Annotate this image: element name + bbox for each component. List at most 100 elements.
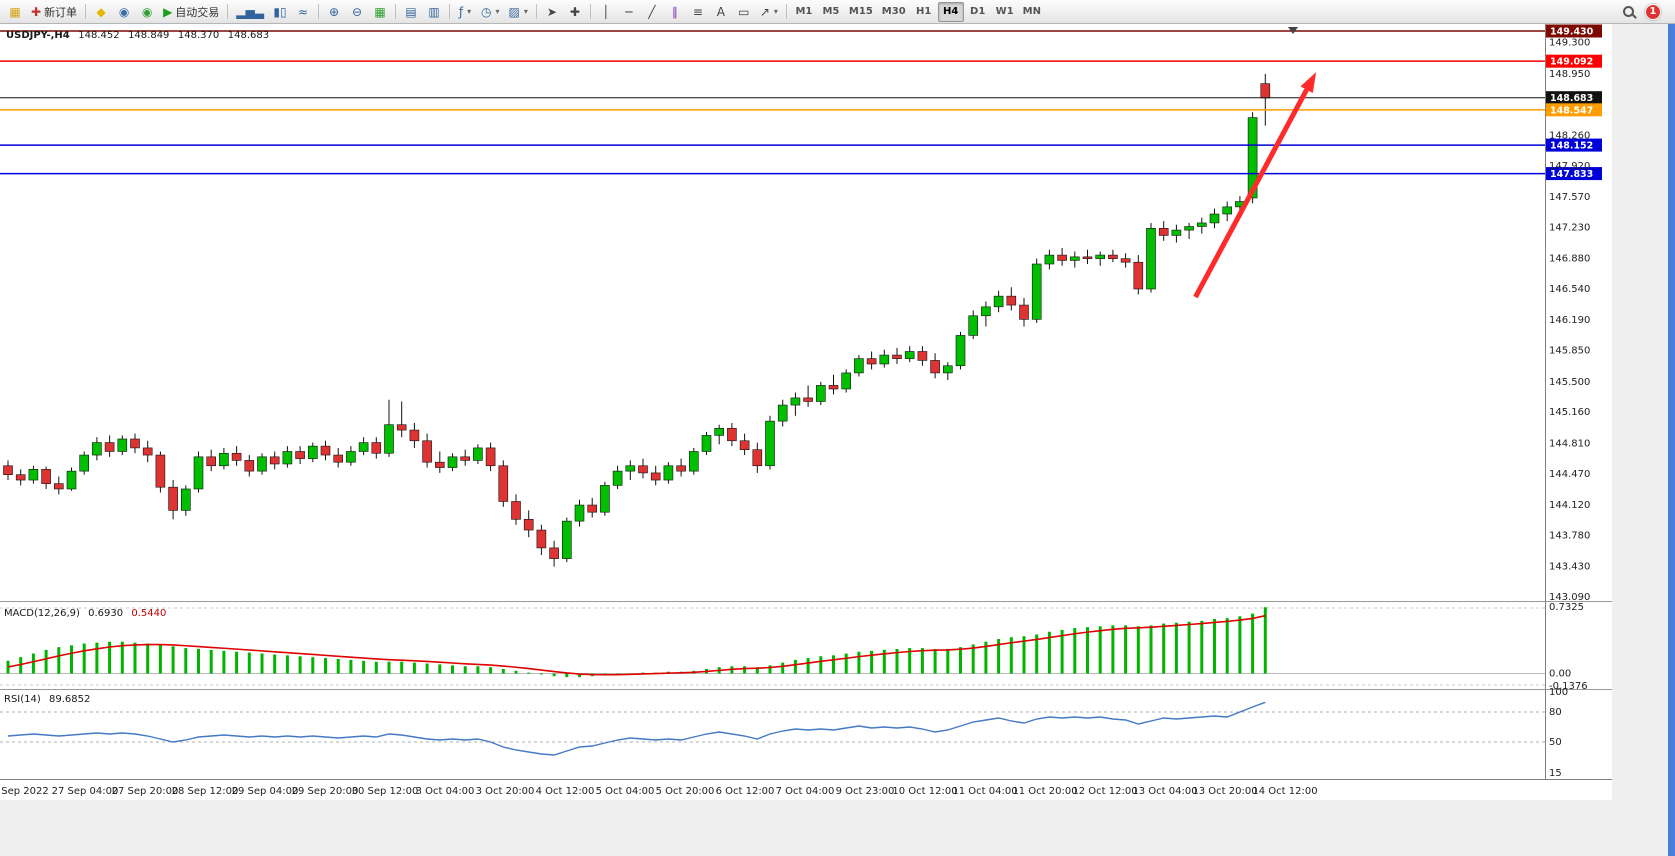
new-order-button[interactable]: ✚ 新订单 <box>27 2 81 22</box>
chart-shift-marker[interactable] <box>1288 27 1298 34</box>
svg-text:148.152: 148.152 <box>1550 141 1593 152</box>
profile-icon[interactable]: ◉ <box>113 2 135 22</box>
time-label: 5 Oct 04:00 <box>595 786 655 797</box>
timeframe-m15[interactable]: M15 <box>848 6 873 17</box>
rsi-indicator-label: RSI(14) 89.6852 <box>4 694 95 705</box>
zoom-in-icon: ⊕ <box>328 4 340 19</box>
shapes-icon[interactable]: ↗ ▾ <box>756 2 782 22</box>
window-edge-strip <box>1668 24 1675 856</box>
svg-text:147.833: 147.833 <box>1550 169 1593 180</box>
bar-chart-icon[interactable]: ▂▅▃ <box>232 2 268 22</box>
rsi-panel <box>0 701 1545 756</box>
trend-arrow[interactable] <box>1193 72 1317 299</box>
indicators-icon: ƒ <box>458 4 464 19</box>
navigator-icon[interactable]: ▥ <box>423 2 445 22</box>
cursor-icon[interactable]: ➤ <box>541 2 563 22</box>
price-axis: 149.300 148.950 148.260 147.920 147.570 147.2… <box>1549 38 1590 779</box>
templates-icon[interactable]: ▨ ▾ <box>504 2 531 22</box>
chevron-down-icon: ▾ <box>495 7 500 16</box>
low-value: 148.370 <box>177 30 220 41</box>
timeframe-m5[interactable]: M5 <box>822 6 840 17</box>
periods-icon: ◷ <box>480 4 492 19</box>
macd-panel <box>0 607 1545 686</box>
chart-window[interactable]: 149.430 149.092 148.683 148.547 148.152 147.8… <box>0 24 1675 856</box>
open-value: 148.452 <box>78 30 120 41</box>
line-chart-icon[interactable]: ≈ <box>292 2 314 22</box>
toolbar-separator <box>85 4 87 19</box>
time-label: 27 Sep 04:00 <box>51 786 119 797</box>
svg-text:144.120: 144.120 <box>1549 500 1590 511</box>
time-label: 27 Sep 20:00 <box>111 786 179 797</box>
toolbar-separator <box>394 4 396 19</box>
rsi-name: RSI(14) <box>4 694 41 705</box>
svg-text:145.500: 145.500 <box>1549 377 1590 388</box>
periods-icon[interactable]: ◷ ▾ <box>477 2 504 22</box>
text-label-icon[interactable]: ▭ <box>733 2 755 22</box>
time-label: Sep 2022 <box>1 786 49 797</box>
autotrading-button-label: 自动交易 <box>175 5 220 19</box>
horizontal-line-icon[interactable]: ─ <box>618 2 640 22</box>
crosshair-icon[interactable]: ✚ <box>564 2 586 22</box>
profile-icon: ◉ <box>118 4 130 19</box>
chevron-down-icon: ▾ <box>523 7 528 16</box>
time-label: 5 Oct 20:00 <box>655 786 715 797</box>
candles <box>3 73 1271 567</box>
channel-icon[interactable]: ∥ <box>664 2 686 22</box>
app-icon: ▦ <box>9 4 21 19</box>
timeframe-h4[interactable]: H4 <box>937 1 964 22</box>
trendline-icon: ╱ <box>648 4 656 19</box>
vertical-line-icon[interactable]: │ <box>595 2 617 22</box>
level-lines[interactable]: 149.430149.092148.683148.547148.152147.8… <box>0 24 1602 181</box>
new-order-button: ✚ <box>31 4 42 19</box>
toolbar-separator <box>227 4 229 19</box>
svg-text:0.7325: 0.7325 <box>1549 602 1584 613</box>
favorites-icon[interactable]: ◆ <box>90 2 112 22</box>
svg-text:148.683: 148.683 <box>1550 93 1593 104</box>
time-label: 11 Oct 20:00 <box>1012 786 1078 797</box>
svg-text:148.260: 148.260 <box>1549 130 1590 141</box>
svg-text:144.470: 144.470 <box>1549 469 1590 480</box>
time-label: 10 Oct 12:00 <box>892 786 958 797</box>
price-chart-canvas[interactable]: 149.430149.092148.683148.547148.152147.8… <box>0 24 1675 856</box>
indicators-icon[interactable]: ƒ ▾ <box>454 2 476 22</box>
horizontal-line-icon: ─ <box>625 4 633 19</box>
toolbar: ▦ ✚ 新订单 ◆ ◉ ◉ ▶ 自动交易 ▂▅▃ ▮▯ ≈ ⊕ ⊖ ▦ ▤ ▥ ƒ ▾ ◷ ▾ ▨ ▾ ➤ ✚ │ ─ ╱ ∥ ≡ A ▭ ↗… <box>0 0 1675 24</box>
zoom-in-icon[interactable]: ⊕ <box>323 2 345 22</box>
svg-text:143.780: 143.780 <box>1549 530 1590 541</box>
shapes-icon: ↗ <box>759 4 770 19</box>
svg-text:50: 50 <box>1549 737 1562 748</box>
candlestick-chart-icon[interactable]: ▮▯ <box>269 2 291 22</box>
time-label: 13 Oct 04:00 <box>1132 786 1198 797</box>
svg-text:-0.1376: -0.1376 <box>1549 681 1588 692</box>
timeframe-mn[interactable]: MN <box>1022 6 1041 17</box>
community-icon[interactable]: ◉ <box>136 2 158 22</box>
svg-text:143.430: 143.430 <box>1549 562 1590 573</box>
text-icon[interactable]: A <box>710 2 732 22</box>
timeframe-w1[interactable]: W1 <box>995 6 1014 17</box>
svg-text:148.950: 148.950 <box>1549 69 1590 80</box>
fibonacci-icon: ≡ <box>692 4 703 19</box>
macd-name: MACD(12,26,9) <box>4 608 80 619</box>
notification-badge[interactable]: 1 <box>1645 3 1661 20</box>
timeframe-h1[interactable]: H1 <box>916 6 932 17</box>
svg-text:15: 15 <box>1549 768 1562 779</box>
autotrading-button[interactable]: ▶ 自动交易 <box>159 2 223 22</box>
app-icon[interactable]: ▦ <box>4 2 26 22</box>
timeframe-m1[interactable]: M1 <box>795 6 813 17</box>
toolbar-separator <box>589 4 591 19</box>
timeframe-d1[interactable]: D1 <box>970 6 986 17</box>
tile-windows-icon: ▦ <box>374 4 386 19</box>
toolbar-separator <box>317 4 319 19</box>
cursor-icon: ➤ <box>546 4 557 19</box>
zoom-out-icon[interactable]: ⊖ <box>346 2 368 22</box>
trendline-icon[interactable]: ╱ <box>641 2 663 22</box>
fibonacci-icon[interactable]: ≡ <box>687 2 709 22</box>
vertical-line-icon: │ <box>602 4 610 19</box>
data-window-icon[interactable]: ▤ <box>400 2 422 22</box>
svg-text:80: 80 <box>1549 707 1562 718</box>
candlestick-chart-icon: ▮▯ <box>273 4 287 19</box>
search-icon[interactable] <box>1623 6 1634 17</box>
time-label: 29 Sep 04:00 <box>231 786 299 797</box>
tile-windows-icon[interactable]: ▦ <box>369 2 391 22</box>
timeframe-m30[interactable]: M30 <box>881 6 906 17</box>
